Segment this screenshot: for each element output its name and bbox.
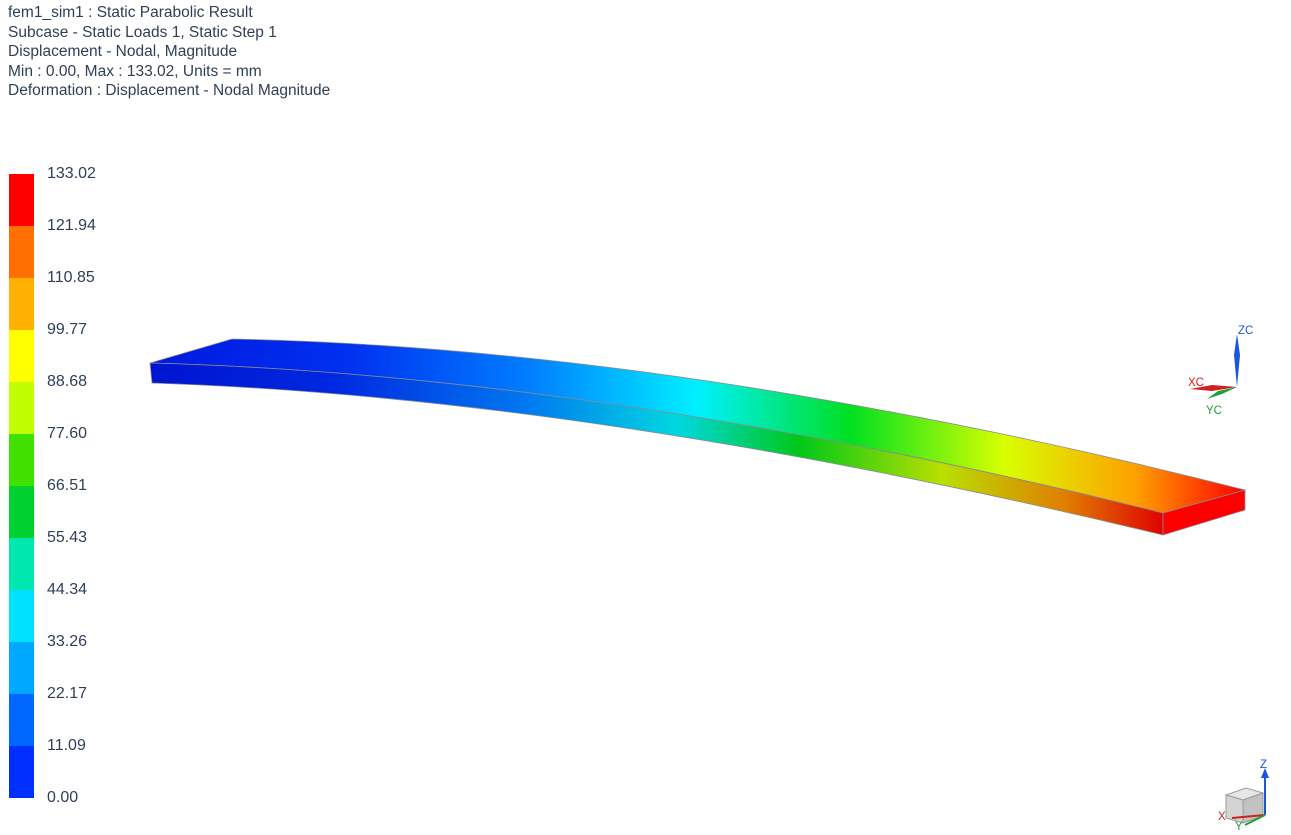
- legend-value-label: 66.51: [47, 477, 88, 494]
- legend-color-band: [9, 746, 34, 798]
- legend-color-band: [9, 174, 34, 226]
- view-y-label: Y: [1235, 821, 1243, 833]
- legend-color-band: [9, 226, 34, 278]
- deformation-label: Deformation : Displacement - Nodal Magni…: [8, 82, 331, 100]
- xc-axis-label: XC: [1188, 377, 1204, 389]
- zc-axis-arrow: [1234, 334, 1240, 387]
- legend-value-label: 88.68: [47, 373, 88, 390]
- legend-value-label: 11.09: [47, 737, 86, 754]
- legend-value-label: 22.17: [47, 685, 88, 702]
- legend-value-label: 55.43: [47, 529, 88, 546]
- deformed-beam-model[interactable]: [149, 338, 1247, 536]
- legend-color-band: [9, 694, 34, 746]
- wcs-triad: ZC XC YC: [1188, 325, 1253, 417]
- legend-color-band: [9, 330, 34, 382]
- result-title: fem1_sim1 : Static Parabolic Result: [8, 4, 253, 21]
- legend-value-label: 33.26: [47, 633, 88, 650]
- view-x-axis: [1231, 814, 1266, 819]
- view-z-label: Z: [1260, 759, 1267, 771]
- legend-value-label: 110.85: [47, 269, 95, 286]
- legend-value-label: 44.34: [47, 581, 88, 598]
- result-type-label: Displacement - Nodal, Magnitude: [8, 43, 238, 61]
- beam-end-face: [1162, 489, 1246, 536]
- legend-color-band: [9, 434, 34, 486]
- legend-color-band: [9, 382, 34, 434]
- zc-axis-label: ZC: [1238, 325, 1253, 337]
- min-max-label: Min : 0.00, Max : 133.02, Units = mm: [8, 62, 262, 80]
- legend-color-band: [9, 538, 34, 590]
- legend-value-label: 133.02: [47, 165, 96, 182]
- view-x-label: X: [1218, 811, 1226, 823]
- color-legend-labels: 133.02 121.94 110.85 99.77 88.68 77.60 66.51 55…: [47, 0, 127, 835]
- legend-color-band: [9, 642, 34, 694]
- subcase-label: Subcase - Static Loads 1, Static Step 1: [8, 23, 277, 41]
- xc-axis-arrow: [1190, 385, 1237, 391]
- legend-value-label: 0.00: [47, 789, 79, 806]
- legend-value-label: 121.94: [47, 217, 96, 234]
- legend-color-band: [9, 590, 34, 642]
- legend-value-label: 77.60: [47, 425, 88, 442]
- result-header: fem1_sim1 : Static Parabolic Result Subc…: [8, 3, 330, 101]
- legend-color-band: [9, 278, 34, 330]
- yc-axis-arrow: [1207, 387, 1237, 399]
- color-legend-bar: [9, 174, 34, 798]
- view-z-arrowhead: [1261, 768, 1269, 778]
- view-y-axis: [1244, 814, 1266, 826]
- legend-value-label: 99.77: [47, 321, 88, 338]
- view-triad[interactable]: Z X Y: [1218, 759, 1269, 833]
- legend-color-band: [9, 486, 34, 538]
- yc-axis-label: YC: [1206, 405, 1222, 417]
